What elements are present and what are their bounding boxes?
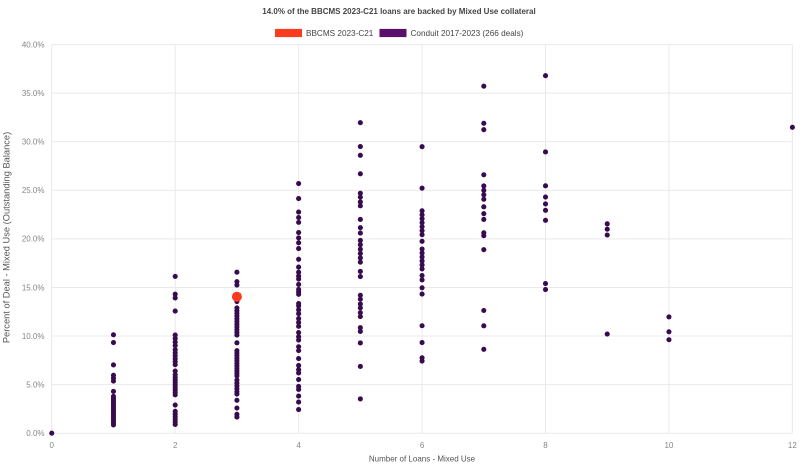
- svg-text:10: 10: [664, 441, 673, 450]
- svg-text:Percent of Deal - Mixed Use (O: Percent of Deal - Mixed Use (Outstanding…: [2, 132, 12, 343]
- svg-text:4: 4: [296, 441, 301, 450]
- svg-text:12: 12: [788, 441, 797, 450]
- svg-text:BBCMS 2023-C21: BBCMS 2023-C21: [306, 29, 374, 38]
- svg-text:30.0%: 30.0%: [22, 138, 45, 147]
- svg-text:6: 6: [420, 441, 425, 450]
- svg-text:0: 0: [50, 441, 55, 450]
- svg-text:40.0%: 40.0%: [22, 40, 45, 49]
- svg-text:15.0%: 15.0%: [22, 283, 45, 292]
- svg-text:10.0%: 10.0%: [22, 332, 45, 341]
- svg-text:8: 8: [543, 441, 548, 450]
- svg-text:Number of Loans - Mixed Use: Number of Loans - Mixed Use: [369, 455, 476, 464]
- svg-text:20.0%: 20.0%: [22, 235, 45, 244]
- svg-text:2: 2: [173, 441, 178, 450]
- svg-text:5.0%: 5.0%: [26, 380, 44, 389]
- svg-text:0.0%: 0.0%: [26, 429, 44, 438]
- svg-text:14.0% of the BBCMS 2023-C21 lo: 14.0% of the BBCMS 2023-C21 loans are ba…: [262, 7, 535, 16]
- svg-text:Conduit 2017-2023 (266 deals): Conduit 2017-2023 (266 deals): [411, 29, 524, 38]
- svg-text:25.0%: 25.0%: [22, 186, 45, 195]
- svg-text:35.0%: 35.0%: [22, 89, 45, 98]
